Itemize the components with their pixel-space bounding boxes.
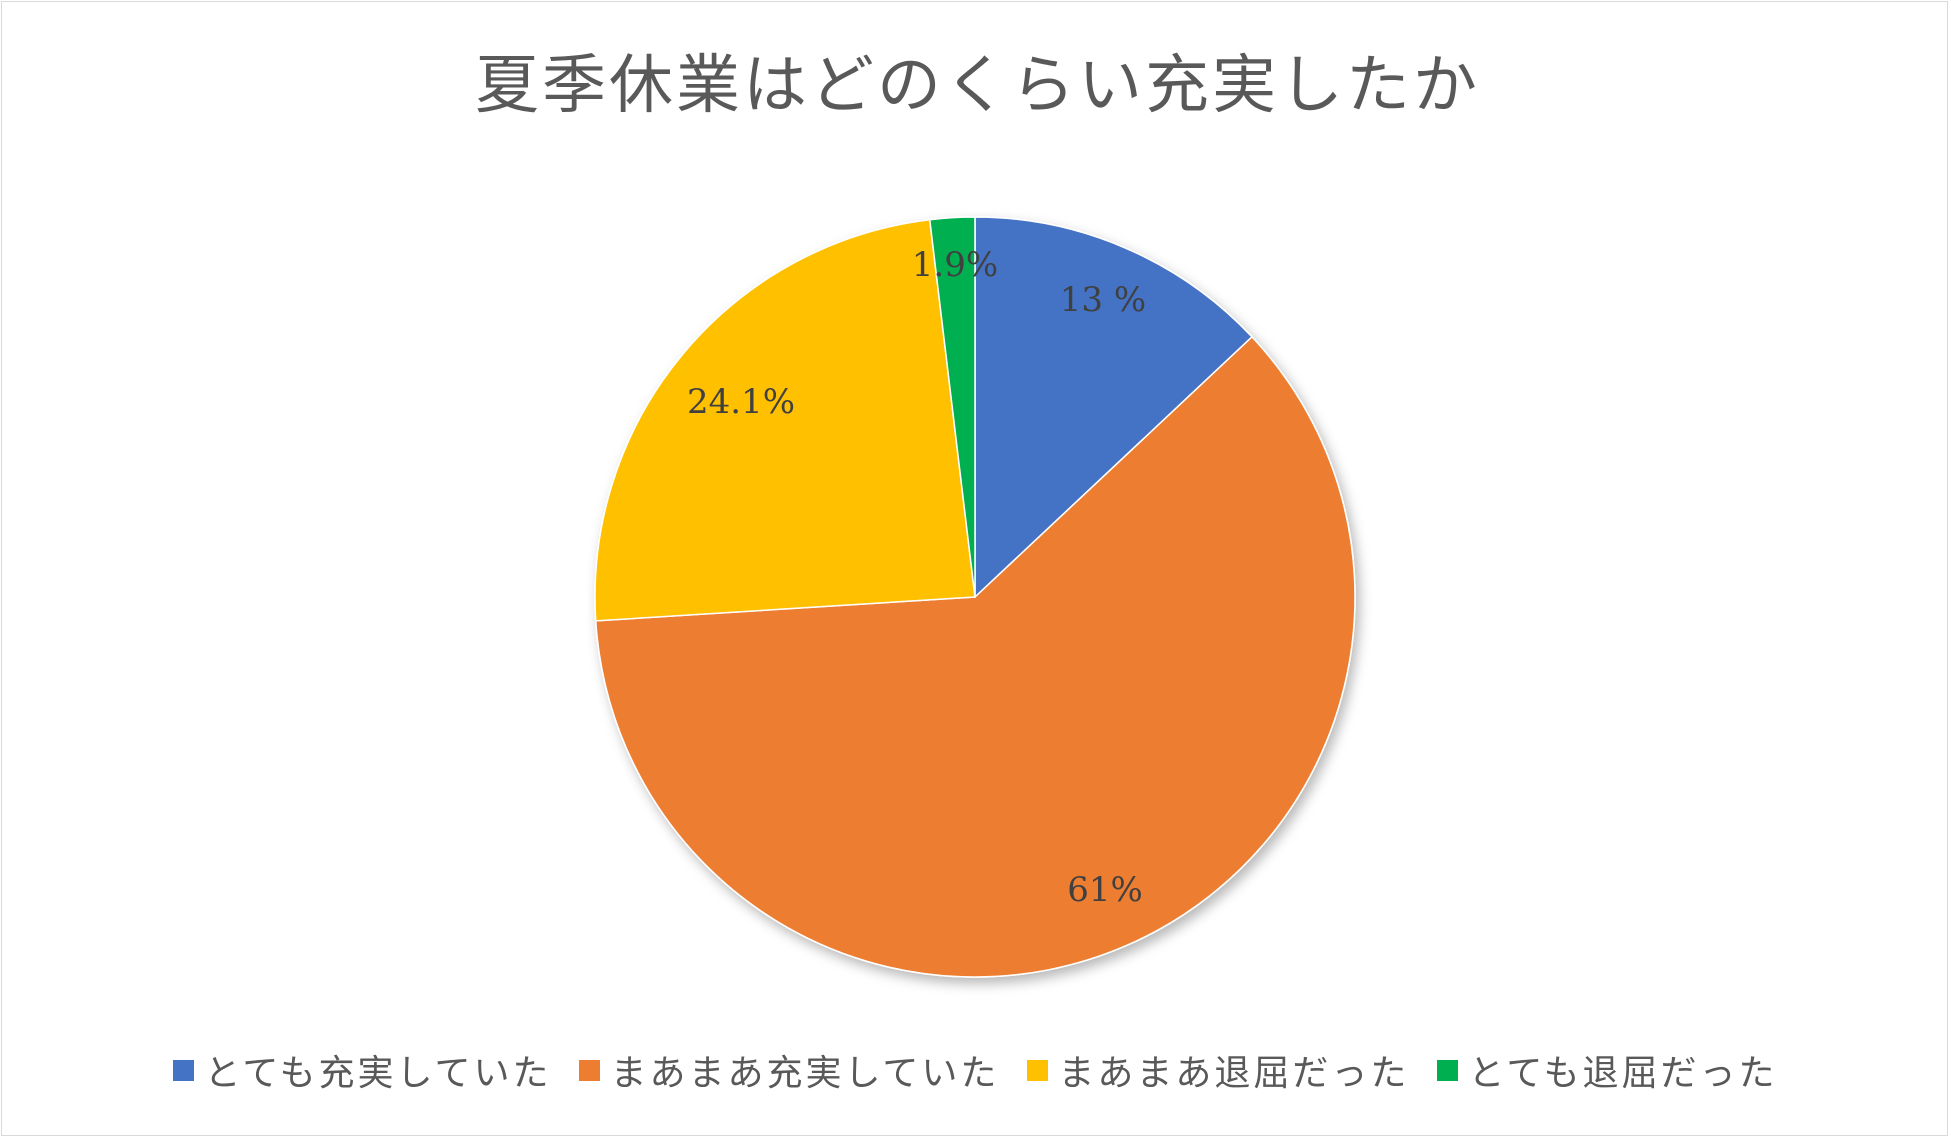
legend: とても充実していた まあまあ充実していた まあまあ退屈だった とても退屈だった bbox=[0, 1044, 1951, 1096]
legend-item: とても充実していた bbox=[173, 1044, 551, 1096]
pie-slice-shading bbox=[594, 335, 1356, 978]
legend-label: とても退屈だった bbox=[1468, 1053, 1778, 1094]
chart-title: 夏季休業はどのくらい充実したか bbox=[475, 49, 1480, 123]
legend-item: まあまあ退屈だった bbox=[1027, 1044, 1409, 1096]
legend-item: とても退屈だった bbox=[1437, 1044, 1777, 1096]
pie-slice-shading bbox=[974, 216, 1254, 599]
pie-slice-shading bbox=[928, 216, 976, 598]
legend-label: とても充実していた bbox=[204, 1053, 552, 1094]
legend-label: まあまあ充実していた bbox=[610, 1053, 1000, 1094]
data-label: 1.9% bbox=[912, 245, 998, 285]
data-label: 24.1% bbox=[687, 382, 795, 422]
legend-label: まあまあ退屈だった bbox=[1058, 1053, 1410, 1094]
legend-swatch bbox=[173, 1059, 195, 1081]
legend-swatch bbox=[1437, 1059, 1459, 1081]
legend-swatch bbox=[1027, 1059, 1049, 1081]
legend-item: まあまあ充実していた bbox=[579, 1044, 999, 1096]
data-label: 13 % bbox=[1060, 280, 1146, 320]
pie-slice-shading bbox=[594, 218, 976, 622]
data-label: 61% bbox=[1067, 870, 1143, 910]
legend-swatch bbox=[579, 1059, 601, 1081]
